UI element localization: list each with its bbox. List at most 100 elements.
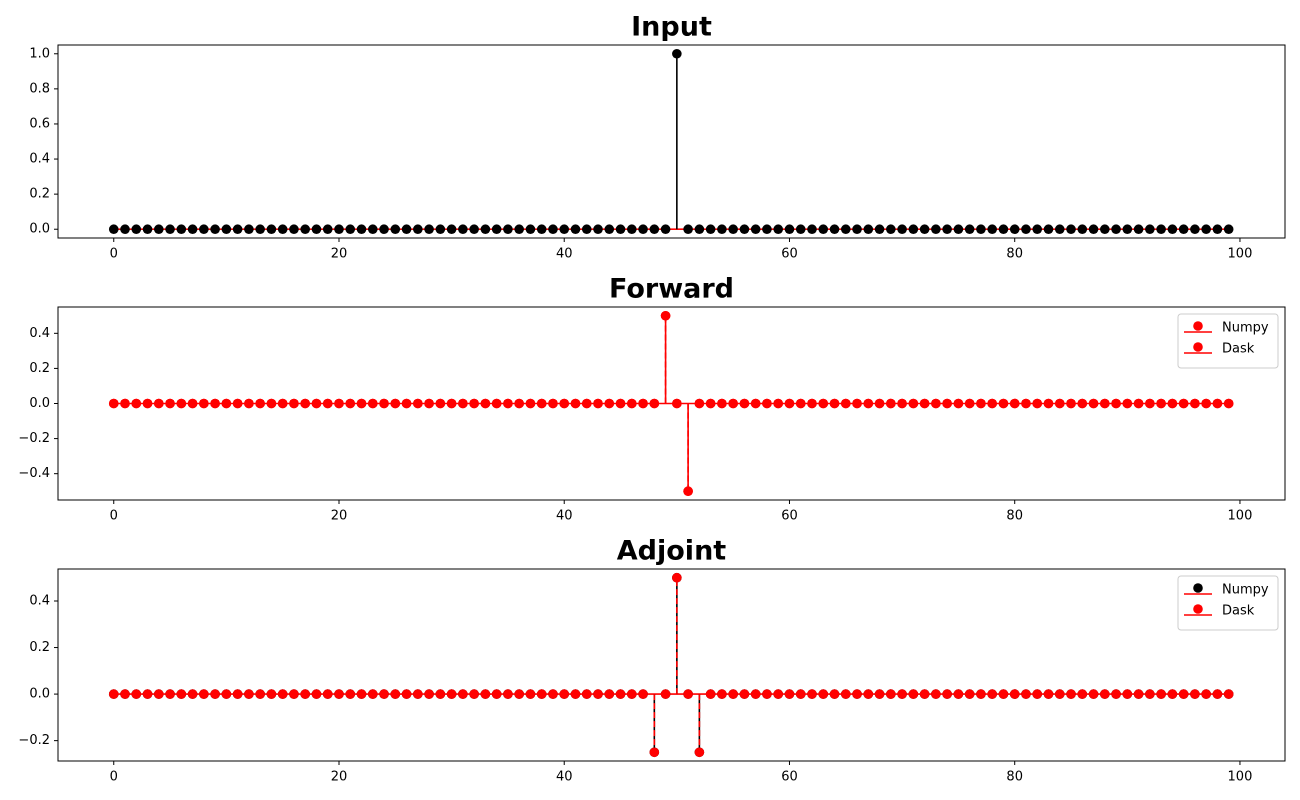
stem-marker	[548, 689, 558, 699]
stem-marker	[581, 224, 592, 235]
stem-marker	[311, 398, 322, 409]
stem-marker	[1178, 398, 1189, 409]
stem-marker	[401, 689, 412, 699]
stem-marker	[784, 224, 795, 235]
stem-marker	[807, 224, 817, 235]
stem-marker	[1223, 224, 1234, 235]
stem-marker	[1043, 689, 1054, 699]
stem-marker	[649, 398, 660, 409]
stem-marker	[976, 398, 986, 409]
stem-marker	[120, 224, 130, 235]
stem-marker	[908, 689, 919, 699]
x-tick-label: 0	[110, 247, 118, 262]
stem-marker	[1156, 689, 1166, 699]
stem-marker	[187, 398, 198, 409]
stem-marker	[525, 398, 536, 409]
y-tick-label: 0.2	[29, 187, 50, 202]
stem-marker	[627, 398, 637, 409]
stem-marker	[322, 689, 333, 699]
stem-marker	[244, 224, 254, 235]
stem-marker	[108, 398, 119, 409]
stem-marker	[1190, 398, 1200, 409]
stem-marker	[536, 224, 547, 235]
stem-marker	[818, 689, 829, 699]
stem-marker	[1156, 398, 1166, 409]
stem-marker	[424, 224, 434, 235]
stem-marker	[604, 398, 615, 409]
axes-frame	[57, 44, 1286, 239]
stem-marker	[818, 224, 829, 235]
legend-box	[1177, 313, 1279, 369]
stem-marker	[514, 398, 524, 409]
stem-marker	[142, 689, 153, 699]
stem-marker	[120, 689, 130, 699]
stem-marker	[424, 689, 434, 699]
stem-marker	[1201, 689, 1211, 699]
y-tick-label: 0.0	[29, 222, 50, 237]
x-tick-label: 40	[556, 509, 573, 524]
stem-marker	[153, 689, 164, 699]
stem-marker	[1133, 398, 1144, 409]
legend-marker	[1193, 321, 1203, 331]
stem-marker	[413, 224, 423, 235]
stem-marker	[919, 224, 930, 235]
stem-marker	[615, 398, 626, 409]
legend-marker	[1193, 604, 1203, 614]
stem-marker	[390, 398, 401, 409]
stem-marker	[1122, 224, 1133, 235]
stem-marker	[1088, 689, 1099, 699]
stem-marker	[897, 398, 907, 409]
stem-marker	[705, 398, 716, 409]
stem-marker	[1021, 398, 1031, 409]
stem-marker	[660, 310, 671, 321]
x-tick-label: 100	[1228, 509, 1253, 524]
stem-marker	[153, 398, 164, 409]
stem-marker	[503, 689, 513, 699]
stem-marker	[1100, 398, 1110, 409]
stem-marker	[289, 224, 299, 235]
stem-marker	[570, 689, 581, 699]
stem-marker	[784, 689, 795, 699]
stem-marker	[458, 398, 468, 409]
stem-marker	[852, 689, 862, 699]
stem-marker	[131, 224, 142, 235]
stem-marker	[221, 689, 232, 699]
stem-marker	[311, 689, 322, 699]
stem-marker	[334, 689, 344, 699]
stem-marker	[108, 224, 119, 235]
stem-marker	[210, 689, 220, 699]
stem-marker	[1066, 689, 1076, 699]
stem-marker	[480, 398, 491, 409]
stem-marker	[503, 224, 513, 235]
stem-marker	[277, 689, 288, 699]
stem-marker	[1100, 224, 1110, 235]
legend-label: Numpy	[1222, 583, 1269, 598]
stem-marker	[784, 398, 795, 409]
stem-marker	[660, 224, 671, 235]
stem-marker	[627, 224, 637, 235]
stem-marker	[762, 689, 772, 699]
stem-marker	[773, 224, 784, 235]
stem-marker	[998, 398, 1009, 409]
stem-marker	[525, 689, 536, 699]
stem-marker	[435, 224, 446, 235]
stem-marker	[1088, 398, 1099, 409]
stem-marker	[1190, 224, 1200, 235]
stem-marker	[919, 689, 930, 699]
stem-marker	[199, 689, 209, 699]
legend-label: Numpy	[1222, 321, 1269, 336]
stem-marker	[1032, 224, 1043, 235]
y-tick-label: −0.4	[18, 466, 50, 481]
stem-marker	[199, 224, 209, 235]
stem-marker	[593, 398, 603, 409]
stem-marker	[987, 398, 997, 409]
stem-marker	[356, 398, 367, 409]
stem-marker	[390, 689, 401, 699]
stem-marker	[1133, 689, 1144, 699]
stem-marker	[187, 689, 198, 699]
stem-marker	[739, 689, 750, 699]
stem-marker	[503, 398, 513, 409]
stem-marker	[277, 224, 288, 235]
stem-marker	[548, 398, 558, 409]
